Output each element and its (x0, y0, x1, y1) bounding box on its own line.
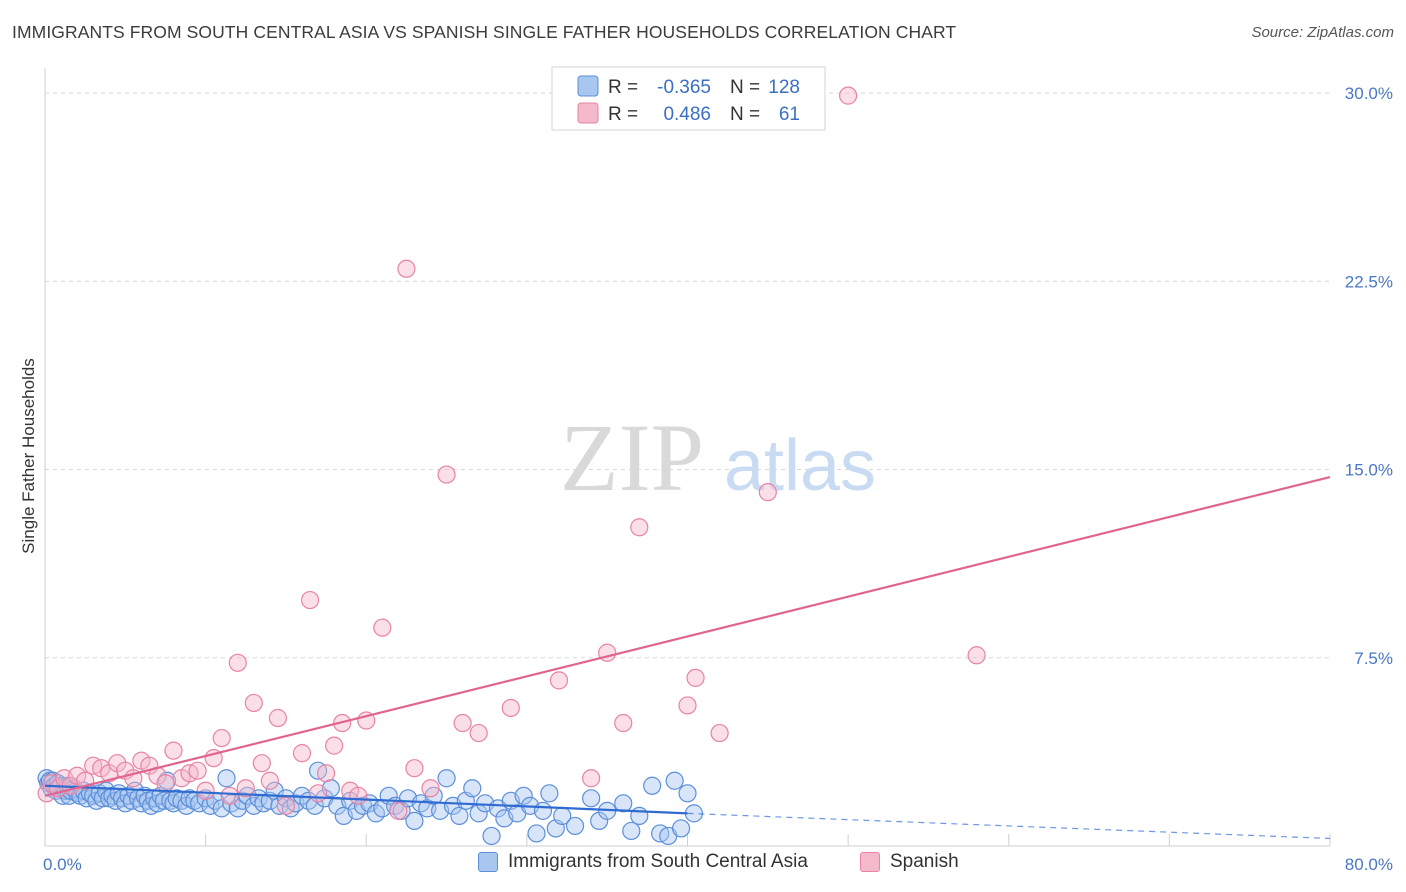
axes (44, 68, 1331, 847)
tick-labels: 7.5% 15.0% 22.5% 30.0% 0.0% 80.0% (43, 84, 1393, 874)
spanish-point-55 (678, 696, 697, 715)
immigrants-point-111 (540, 784, 559, 803)
immigrants-point-121 (643, 776, 662, 795)
immigrants-point-107 (514, 786, 533, 805)
spanish-point-48 (469, 723, 488, 743)
immigrants-point-51 (180, 789, 199, 808)
x-tick-label-0: 0.0% (43, 855, 82, 874)
spanish-point-53 (614, 713, 633, 733)
spanish-point-30 (268, 708, 288, 728)
spanish-point-43 (397, 259, 416, 278)
immigrants-point-125 (671, 819, 691, 838)
legend-n-label-blue: N = (730, 77, 760, 98)
spanish-point-60 (967, 646, 986, 665)
immigrants-point-120 (630, 806, 649, 825)
legend-label-immigrants: Immigrants from South Central Asia (508, 851, 808, 872)
spanish-point-42 (389, 801, 408, 820)
spanish-point-51 (582, 769, 601, 788)
spanish-point-45 (421, 779, 440, 798)
legend-r-label-blue: R = (608, 77, 638, 98)
legend-item-immigrants: Immigrants from South Central Asia (478, 851, 808, 873)
spanish-point-34 (308, 784, 328, 803)
legend-r-value-pink: 0.486 (663, 104, 711, 125)
x-tick-label-1: 80.0% (1345, 855, 1393, 874)
immigrants-point-115 (582, 789, 601, 808)
legend-label-spanish: Spanish (890, 851, 959, 872)
spanish-point-25 (228, 653, 247, 672)
legend-swatch-pink (577, 102, 599, 124)
immigrants-trend-extension (687, 812, 1331, 840)
immigrants-point-48 (167, 789, 186, 808)
immigrants-point-119 (622, 821, 641, 841)
legend-n-value-pink: 61 (779, 104, 800, 125)
spanish-point-57 (710, 723, 729, 743)
immigrants-point-114 (565, 816, 585, 836)
immigrants-point-110 (533, 801, 553, 820)
legend-n-label-pink: N = (730, 104, 760, 125)
spanish-point-21 (196, 781, 215, 800)
legend-r-label-pink: R = (608, 104, 638, 125)
spanish-point-26 (236, 779, 255, 798)
legend-r-value-blue: -0.365 (657, 77, 711, 98)
spanish-point-50 (549, 671, 569, 690)
spanish-point-44 (405, 759, 424, 778)
immigrants-point-126 (678, 784, 697, 803)
source-label: Source: ZipAtlas.com (1251, 24, 1394, 41)
spanish-trend-line (44, 476, 1331, 797)
spanish-point-41 (373, 618, 392, 637)
spanish-point-29 (260, 771, 279, 790)
spanish-point-17 (164, 741, 183, 760)
immigrants-point-95 (437, 769, 456, 788)
immigrants-point-58 (217, 769, 236, 788)
spanish-point-36 (325, 736, 344, 755)
y-axis-label: Single Father Households (19, 358, 38, 554)
spanish-point-24 (220, 786, 239, 805)
watermark: ZIP atlas (560, 404, 876, 511)
watermark-zip: ZIP (560, 404, 704, 511)
immigrants-point-109 (527, 824, 546, 843)
immigrants-point-97 (450, 806, 469, 825)
legend-swatch-blue (577, 75, 599, 97)
immigrants-point-102 (482, 826, 501, 846)
spanish-point-27 (244, 693, 263, 713)
spanish-point-32 (292, 744, 312, 763)
spanish-point-31 (276, 796, 296, 815)
immigrants-point-90 (405, 811, 424, 831)
spanish-point-58 (758, 483, 777, 502)
spanish-point-33 (300, 590, 320, 610)
gridlines (45, 92, 1330, 659)
series-legend: Immigrants from South Central Asia Spani… (0, 851, 1406, 879)
stats-legend: R = -0.365 N = 128 R = 0.486 N = 61 (551, 66, 826, 131)
immigrants-point-124 (665, 771, 684, 790)
spanish-point-54 (630, 518, 649, 537)
trend-lines (44, 476, 1331, 840)
spanish-point-35 (316, 764, 336, 783)
y-tick-label-0: 7.5% (1354, 649, 1393, 668)
spanish-point-49 (501, 698, 520, 718)
spanish-point-16 (156, 774, 175, 793)
legend-swatch-immigrants (478, 852, 498, 872)
spanish-point-56 (686, 668, 705, 687)
spanish-point-47 (453, 713, 472, 733)
spanish-point-28 (252, 754, 271, 773)
legend-swatch-spanish (860, 852, 880, 872)
spanish-point-20 (188, 761, 207, 780)
y-tick-label-2: 22.5% (1345, 272, 1393, 291)
y-tick-label-1: 15.0% (1345, 461, 1393, 480)
spanish-point-46 (437, 465, 456, 484)
legend-n-value-blue: 128 (768, 77, 800, 98)
spanish-point-39 (349, 786, 368, 805)
immigrants-trend-line (44, 784, 688, 815)
watermark-atlas: atlas (724, 426, 876, 506)
spanish-point-59 (839, 86, 858, 105)
legend-item-spanish: Spanish (860, 851, 959, 873)
immigrants-point-99 (463, 779, 482, 798)
immigrants-point-70 (281, 799, 300, 818)
chart-title: IMMIGRANTS FROM SOUTH CENTRAL ASIA VS SP… (12, 22, 957, 42)
immigrants-point-118 (614, 794, 633, 813)
spanish-point-23 (212, 728, 231, 748)
y-tick-label-3: 30.0% (1345, 84, 1393, 103)
series-spanish-points (37, 86, 986, 820)
